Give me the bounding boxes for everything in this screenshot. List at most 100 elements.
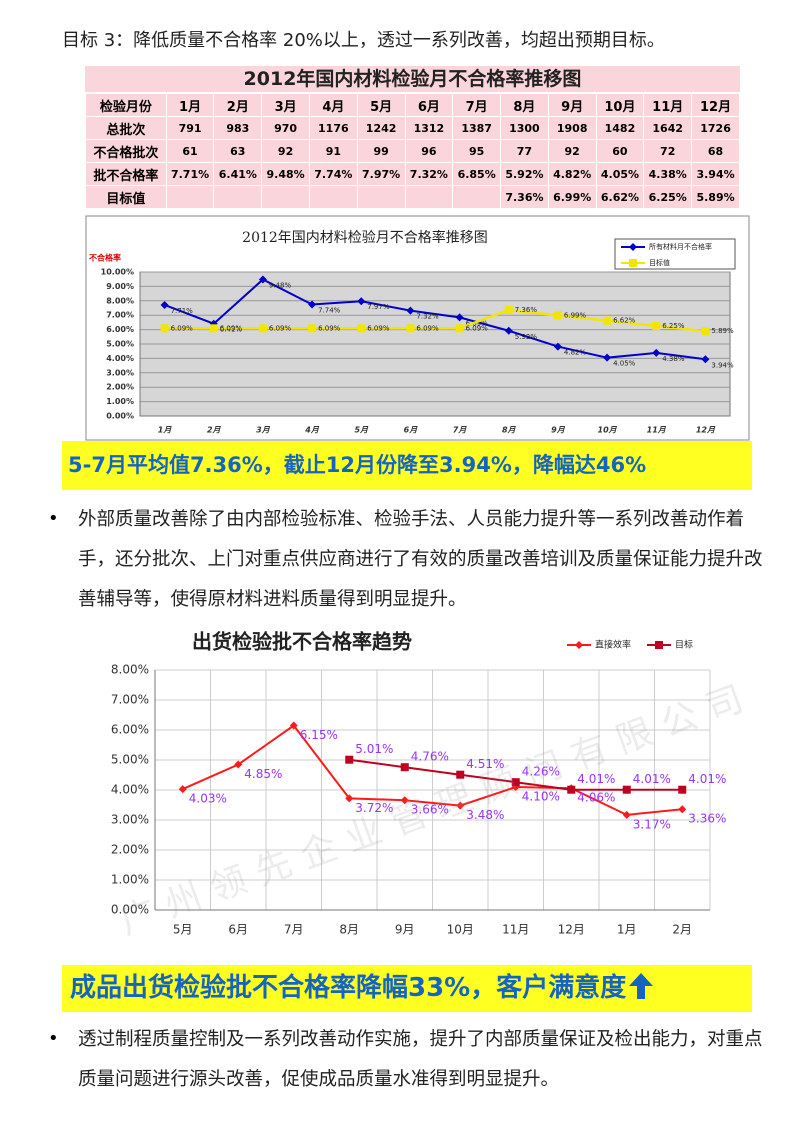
table-cell: 1176 xyxy=(309,117,357,139)
point xyxy=(678,785,687,794)
data-label: 4.76% xyxy=(411,750,449,764)
table-cell: 4.05% xyxy=(596,163,644,185)
x-tick-label: 9月 xyxy=(395,923,415,937)
x-tick-label: 10月 xyxy=(598,426,618,435)
point xyxy=(678,805,687,814)
y-tick-label: 0.00% xyxy=(106,412,134,421)
table-cell: 91 xyxy=(309,140,357,162)
table-cell: 4.38% xyxy=(644,163,692,185)
x-tick-label: 11月 xyxy=(647,426,667,435)
x-tick-label: 12月 xyxy=(696,426,716,435)
table-row: 目标值 7.36% 6.99% 6.62% 6.25% 5.89% xyxy=(86,186,739,208)
data-label: 3.48% xyxy=(466,808,504,822)
chart-title: 出货检验批不合格率趋势 xyxy=(192,630,412,654)
table-cell: 77 xyxy=(501,140,548,162)
data-label: 7.32% xyxy=(416,313,439,321)
table-row: 总批次 791 983 970 1176 1242 1312 1387 1300 1908 1482… xyxy=(86,117,739,139)
table-row: 不合格批次 61 63 92 91 99 96 95 77 92 60 72 68 xyxy=(86,140,739,162)
table-cell: 1482 xyxy=(596,117,644,139)
x-tick-label: 4月 xyxy=(304,426,320,435)
point xyxy=(406,306,415,315)
point xyxy=(308,300,317,309)
point xyxy=(308,324,317,333)
data-label: 5.92% xyxy=(515,333,538,341)
table-cell: 10月 xyxy=(596,94,644,116)
data-label: 4.10% xyxy=(522,790,560,804)
data-label: 7.74% xyxy=(318,307,341,315)
table-cell: 1242 xyxy=(357,117,405,139)
point xyxy=(504,326,513,335)
legend-marker xyxy=(655,641,663,649)
point xyxy=(357,324,366,333)
x-tick-label: 12月 xyxy=(558,923,585,937)
table-cell: 3.94% xyxy=(692,163,739,185)
table-row: 检验月份 1月 2月 3月 4月 5月 6月 7月 8月 9月 10月 11月 12月 xyxy=(86,94,739,116)
table-cell xyxy=(166,186,214,208)
y-tick-label: 9.00% xyxy=(106,282,134,291)
up-arrow xyxy=(629,973,654,999)
table-cell: 检验月份 xyxy=(86,94,166,116)
y-tick-label: 8.00% xyxy=(111,663,149,677)
x-tick-label: 3月 xyxy=(256,426,271,435)
data-label: 3.72% xyxy=(355,801,393,815)
point xyxy=(160,324,169,333)
table-cell: 1642 xyxy=(644,117,692,139)
point xyxy=(603,353,612,362)
table-cell: 6.41% xyxy=(214,163,262,185)
point xyxy=(258,275,267,284)
data-label: 4.01% xyxy=(688,772,726,786)
table-cell: 983 xyxy=(214,117,262,139)
table-cell: 6.99% xyxy=(548,186,596,208)
series-line xyxy=(182,724,683,816)
point xyxy=(455,313,464,322)
legend-marker xyxy=(629,243,637,251)
point xyxy=(622,785,631,794)
table-cell: 63 xyxy=(214,140,262,162)
table-cell: 批不合格率 xyxy=(86,163,166,185)
x-tick-label: 2月 xyxy=(672,923,692,937)
data-label: 4.03% xyxy=(189,792,227,806)
y-tick-label: 3.00% xyxy=(111,813,149,827)
table-cell: 12月 xyxy=(692,94,739,116)
table-cell: 1312 xyxy=(405,117,453,139)
data-label: 6.62% xyxy=(613,317,636,325)
data-label: 4.38% xyxy=(662,355,685,363)
y-tick-label: 2.00% xyxy=(111,843,149,857)
chart-title: 2012年国内材料检验月不合格率推移图 xyxy=(242,229,488,246)
point xyxy=(567,785,576,794)
data-label: 4.82% xyxy=(564,349,587,357)
point xyxy=(553,342,562,351)
table-cell: 68 xyxy=(692,140,739,162)
data-label: 6.09% xyxy=(220,324,243,332)
table-cell: 9月 xyxy=(548,94,596,116)
point xyxy=(701,355,710,364)
point xyxy=(701,327,710,336)
data-label: 4.06% xyxy=(577,791,615,805)
x-tick-label: 10月 xyxy=(447,923,474,937)
y-tick-label: 7.00% xyxy=(106,311,134,320)
series-line xyxy=(164,308,706,333)
bullet: • xyxy=(48,1028,59,1049)
x-tick-label: 11月 xyxy=(502,923,529,937)
table-cell: 1387 xyxy=(453,117,501,139)
x-tick-label: 5月 xyxy=(354,426,369,435)
table-cell: 7.71% xyxy=(166,163,214,185)
point xyxy=(357,297,366,306)
y-tick-label: 5.00% xyxy=(106,340,134,349)
legend-marker xyxy=(575,641,583,649)
table-cell: 791 xyxy=(166,117,214,139)
table-cell: 1908 xyxy=(548,117,596,139)
table-cell: 72 xyxy=(644,140,692,162)
data-label: 5.89% xyxy=(711,327,734,335)
y-tick-label: 4.00% xyxy=(106,354,134,363)
point xyxy=(289,721,298,730)
data-label: 6.85% xyxy=(466,319,489,327)
table-title: 2012年国内材料检验月不合格率推移图 xyxy=(85,66,740,92)
table-cell: 7.97% xyxy=(357,163,405,185)
table-cell: 7.32% xyxy=(405,163,453,185)
table-cell xyxy=(405,186,453,208)
x-tick-label: 8月 xyxy=(502,426,517,435)
point xyxy=(258,324,267,333)
x-tick-label: 2月 xyxy=(207,426,222,435)
